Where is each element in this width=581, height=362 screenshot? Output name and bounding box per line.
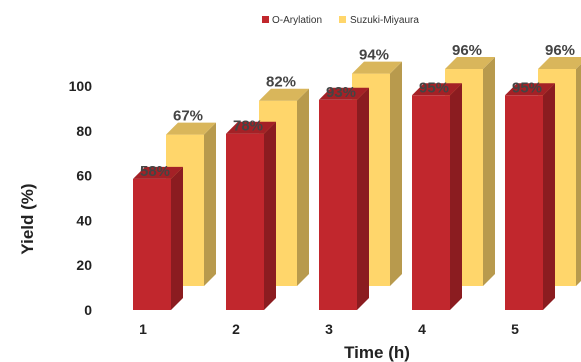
data-label-suzuki-miyaura: 82% — [266, 74, 296, 91]
y-tick-label: 0 — [84, 302, 92, 318]
y-axis-ticks: 0 20 40 60 80 100 — [69, 78, 93, 318]
legend-swatch-suzuki-miyaura — [339, 16, 346, 23]
data-label-o-arylation: 93% — [326, 84, 356, 101]
bar-o-arylation — [133, 166, 183, 310]
x-axis-title: Time (h) — [344, 343, 410, 362]
y-tick-label: 100 — [69, 78, 93, 94]
legend: O-Arylation Suzuki-Miyaura — [262, 15, 419, 26]
data-label-o-arylation: 95% — [419, 79, 449, 96]
data-label-suzuki-miyaura: 96% — [545, 42, 575, 59]
data-label-suzuki-miyaura: 67% — [173, 108, 203, 125]
data-label-suzuki-miyaura: 94% — [359, 47, 389, 64]
x-tick-label: 4 — [418, 321, 426, 337]
x-tick-label: 3 — [325, 321, 333, 337]
data-label-o-arylation: 78% — [233, 118, 263, 135]
data-label-o-arylation: 95% — [512, 79, 542, 96]
x-tick-label: 1 — [139, 321, 147, 337]
y-tick-label: 80 — [76, 123, 92, 139]
x-axis-ticks: 1 2 3 4 5 — [139, 321, 519, 337]
data-label-o-arylation: 58% — [140, 163, 170, 180]
y-tick-label: 20 — [76, 257, 92, 273]
legend-swatch-o-arylation — [262, 16, 269, 23]
y-tick-label: 40 — [76, 212, 92, 228]
bar-o-arylation — [505, 83, 555, 310]
y-axis-title: Yield (%) — [18, 183, 37, 254]
data-labels: 67% 82% 94% 96% 96% 58% 78% 93% 95% 95% — [140, 42, 575, 180]
legend-label-suzuki-miyaura: Suzuki-Miyaura — [350, 15, 419, 26]
bar-o-arylation — [319, 87, 369, 310]
bar-o-arylation — [226, 121, 276, 310]
data-label-suzuki-miyaura: 96% — [452, 42, 482, 59]
legend-label-o-arylation: O-Arylation — [272, 15, 322, 26]
bar-o-arylation — [412, 83, 462, 310]
y-tick-label: 60 — [76, 168, 92, 184]
bars — [133, 57, 581, 310]
x-tick-label: 5 — [511, 321, 519, 337]
x-tick-label: 2 — [232, 321, 240, 337]
